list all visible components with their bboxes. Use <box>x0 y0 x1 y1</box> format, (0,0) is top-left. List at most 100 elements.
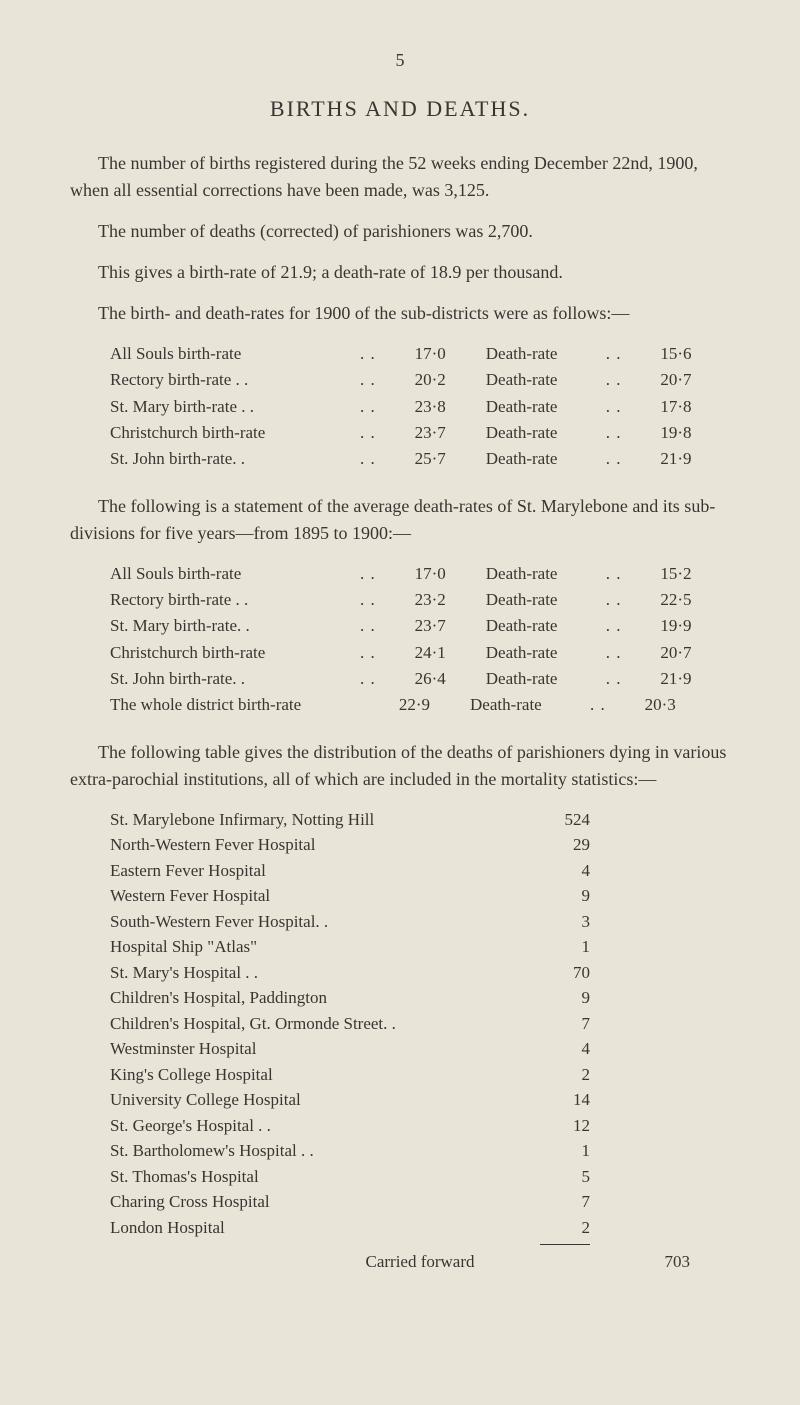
hospital-value: 70 <box>530 960 590 986</box>
total-rule <box>540 1244 590 1245</box>
rate-label: Rectory birth-rate . . <box>110 367 360 393</box>
rate-value: 20·3 <box>606 692 676 718</box>
table-row: University College Hospital14 <box>110 1087 730 1113</box>
rate-label: St. John birth-rate. . <box>110 666 360 692</box>
hospital-value: 7 <box>530 1011 590 1037</box>
hospital-name: North-Western Fever Hospital <box>110 832 530 858</box>
dots: . . <box>606 640 622 666</box>
table-row: St. John birth-rate. . . . 26·4 Death-ra… <box>110 666 730 692</box>
table-row: St. Mary birth-rate. . . . 23·7 Death-ra… <box>110 613 730 639</box>
rate-label: Death-rate <box>486 561 606 587</box>
rate-label: Christchurch birth-rate <box>110 640 360 666</box>
dots: . . <box>606 561 622 587</box>
table-row: All Souls birth-rate . . 17·0 Death-rate… <box>110 561 730 587</box>
rate-label: Death-rate <box>486 613 606 639</box>
table-row: Hospital Ship "Atlas"1 <box>110 934 730 960</box>
rate-value: 22·5 <box>622 587 692 613</box>
hospital-name: King's College Hospital <box>110 1062 530 1088</box>
rate-label: The whole district birth-rate <box>110 692 360 718</box>
rate-label: Death-rate <box>486 341 606 367</box>
table-row: Rectory birth-rate . . . . 20·2 Death-ra… <box>110 367 730 393</box>
rate-label: Death-rate <box>486 367 606 393</box>
dots: . . <box>606 420 622 446</box>
table-row: Christchurch birth-rate . . 24·1 Death-r… <box>110 640 730 666</box>
hospital-value: 5 <box>530 1164 590 1190</box>
rate-value: 23·7 <box>376 420 486 446</box>
dots: . . <box>590 692 606 718</box>
rate-value: 25·7 <box>376 446 486 472</box>
paragraph: The number of deaths (corrected) of pari… <box>70 218 730 245</box>
paragraph: This gives a birth-rate of 21.9; a death… <box>70 259 730 286</box>
table-row: All Souls birth-rate . . 17·0 Death-rate… <box>110 341 730 367</box>
table-row: North-Western Fever Hospital29 <box>110 832 730 858</box>
table-row: London Hospital2 <box>110 1215 730 1241</box>
paragraph: The number of births registered during t… <box>70 150 730 204</box>
paragraph: The following is a statement of the aver… <box>70 493 730 547</box>
birth-death-table-1900: All Souls birth-rate . . 17·0 Death-rate… <box>110 341 730 473</box>
page-number: 5 <box>70 50 730 71</box>
hospital-name: St. Bartholomew's Hospital . . <box>110 1138 530 1164</box>
rate-value: 22·9 <box>360 692 470 718</box>
hospital-value: 14 <box>530 1087 590 1113</box>
hospital-name: Charing Cross Hospital <box>110 1189 530 1215</box>
hospital-name: London Hospital <box>110 1215 530 1241</box>
rate-label: All Souls birth-rate <box>110 561 360 587</box>
table-row: Christchurch birth-rate . . 23·7 Death-r… <box>110 420 730 446</box>
hospital-value: 2 <box>530 1062 590 1088</box>
hospital-name: Children's Hospital, Gt. Ormonde Street.… <box>110 1011 530 1037</box>
carried-forward-row: Carried forward 703 <box>110 1249 730 1275</box>
dots: . . <box>360 587 376 613</box>
hospital-value: 4 <box>530 858 590 884</box>
table-row: King's College Hospital2 <box>110 1062 730 1088</box>
table-row: Children's Hospital, Gt. Ormonde Street.… <box>110 1011 730 1037</box>
rate-value: 17·0 <box>376 341 486 367</box>
table-row: St. Marylebone Infirmary, Notting Hill52… <box>110 807 730 833</box>
birth-death-table-5yr: All Souls birth-rate . . 17·0 Death-rate… <box>110 561 730 719</box>
carried-forward-label: Carried forward <box>110 1249 630 1275</box>
hospital-value: 1 <box>530 934 590 960</box>
hospital-value: 1 <box>530 1138 590 1164</box>
table-row: St. George's Hospital . .12 <box>110 1113 730 1139</box>
dots: . . <box>606 341 622 367</box>
dots: . . <box>606 666 622 692</box>
dots: . . <box>360 561 376 587</box>
rate-value: 24·1 <box>376 640 486 666</box>
rate-label: St. Mary birth-rate . . <box>110 394 360 420</box>
hospital-name: University College Hospital <box>110 1087 530 1113</box>
hospital-name: St. George's Hospital . . <box>110 1113 530 1139</box>
table-row: Rectory birth-rate . . . . 23·2 Death-ra… <box>110 587 730 613</box>
table-row: Children's Hospital, Paddington9 <box>110 985 730 1011</box>
dots: . . <box>360 613 376 639</box>
rate-value: 17·8 <box>622 394 692 420</box>
table-row: St. Bartholomew's Hospital . .1 <box>110 1138 730 1164</box>
rate-value: 20·2 <box>376 367 486 393</box>
paragraph: The following table gives the distributi… <box>70 739 730 793</box>
rate-label: St. John birth-rate. . <box>110 446 360 472</box>
dots: . . <box>606 587 622 613</box>
page-title: BIRTHS AND DEATHS. <box>70 96 730 122</box>
rate-label: Death-rate <box>470 692 590 718</box>
table-row: St. Mary's Hospital . .70 <box>110 960 730 986</box>
rate-label: Rectory birth-rate . . <box>110 587 360 613</box>
dots: . . <box>360 367 376 393</box>
rate-value: 15·2 <box>622 561 692 587</box>
rate-value: 23·2 <box>376 587 486 613</box>
rate-label: Christchurch birth-rate <box>110 420 360 446</box>
dots: . . <box>360 446 376 472</box>
rate-label: All Souls birth-rate <box>110 341 360 367</box>
rate-value: 21·9 <box>622 666 692 692</box>
document-page: 5 BIRTHS AND DEATHS. The number of birth… <box>0 0 800 1315</box>
hospital-value: 7 <box>530 1189 590 1215</box>
hospital-value: 3 <box>530 909 590 935</box>
dots: . . <box>606 367 622 393</box>
hospital-value: 9 <box>530 985 590 1011</box>
dots: . . <box>606 446 622 472</box>
hospital-value: 2 <box>530 1215 590 1241</box>
hospital-value: 29 <box>530 832 590 858</box>
table-row: The whole district birth-rate 22·9 Death… <box>110 692 730 718</box>
hospital-value: 12 <box>530 1113 590 1139</box>
hospital-name: Western Fever Hospital <box>110 883 530 909</box>
rate-value: 17·0 <box>376 561 486 587</box>
dots: . . <box>360 640 376 666</box>
rate-value: 19·8 <box>622 420 692 446</box>
